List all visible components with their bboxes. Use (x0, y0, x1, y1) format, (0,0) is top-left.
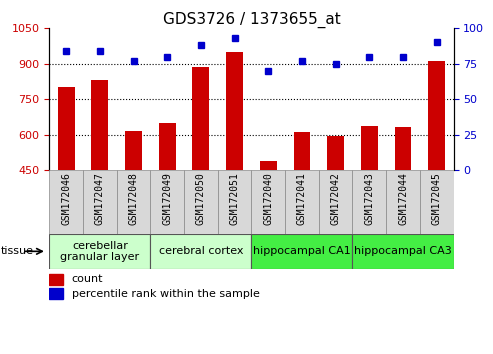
Bar (226, 52, 243, 170)
Bar (192, 67, 210, 170)
Text: GSM172043: GSM172043 (364, 172, 374, 225)
Text: GSM172049: GSM172049 (162, 172, 172, 225)
Bar (293, 132, 311, 170)
Bar (260, 161, 277, 170)
Bar (117, 170, 150, 234)
Bar (58, 87, 74, 170)
Bar (327, 136, 344, 170)
Text: cerebellar
granular layer: cerebellar granular layer (60, 240, 140, 262)
Bar (49, 170, 83, 234)
Text: GSM172046: GSM172046 (61, 172, 71, 225)
Text: hippocampal CA1: hippocampal CA1 (253, 246, 351, 256)
Text: GSM172048: GSM172048 (129, 172, 139, 225)
Bar (361, 126, 378, 170)
Bar (159, 123, 176, 170)
Text: GSM172050: GSM172050 (196, 172, 206, 225)
Bar (125, 131, 142, 170)
Bar (49, 274, 64, 285)
Bar (319, 170, 352, 234)
Text: cerebral cortex: cerebral cortex (159, 246, 243, 256)
Text: GSM172045: GSM172045 (432, 172, 442, 225)
Text: percentile rank within the sample: percentile rank within the sample (71, 289, 259, 299)
Bar (420, 170, 454, 234)
Bar (150, 170, 184, 234)
Bar (386, 170, 420, 234)
Bar (83, 170, 117, 234)
Bar (184, 170, 218, 234)
Bar (49, 234, 150, 269)
Bar (251, 234, 352, 269)
Text: GSM172051: GSM172051 (230, 172, 240, 225)
Bar (352, 234, 454, 269)
Text: GSM172044: GSM172044 (398, 172, 408, 225)
Bar (218, 170, 251, 234)
Bar (428, 61, 445, 170)
Text: hippocampal CA3: hippocampal CA3 (354, 246, 452, 256)
Bar (251, 170, 285, 234)
Text: GSM172040: GSM172040 (263, 172, 273, 225)
Bar (150, 234, 251, 269)
Text: GSM172041: GSM172041 (297, 172, 307, 225)
Bar (352, 170, 386, 234)
Bar (91, 80, 108, 170)
Bar (49, 288, 64, 299)
Text: tissue: tissue (0, 246, 34, 256)
Bar (285, 170, 319, 234)
Text: GSM172042: GSM172042 (331, 172, 341, 225)
Text: GSM172047: GSM172047 (95, 172, 105, 225)
Text: count: count (71, 274, 103, 284)
Title: GDS3726 / 1373655_at: GDS3726 / 1373655_at (163, 12, 340, 28)
Bar (394, 127, 412, 170)
